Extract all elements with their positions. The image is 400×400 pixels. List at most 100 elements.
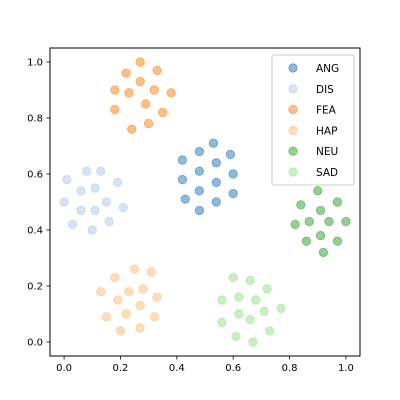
data-point	[304, 216, 314, 227]
data-point	[231, 331, 241, 342]
series-sad	[217, 272, 286, 347]
data-point	[135, 323, 145, 333]
data-point	[166, 88, 176, 98]
y-tick-label: 1.0	[27, 58, 43, 69]
y-tick-label: 0.4	[27, 226, 43, 237]
y-tick-label: 0.2	[27, 282, 43, 293]
data-point	[135, 57, 145, 67]
data-point	[76, 186, 86, 196]
data-point	[121, 309, 131, 319]
data-point	[315, 205, 326, 216]
x-axis: 0.0 0.2 0.4 0.6 0.8 1.0	[56, 356, 354, 374]
data-point	[332, 197, 343, 207]
data-point	[149, 85, 159, 95]
data-point	[152, 65, 162, 76]
data-point	[265, 326, 275, 336]
legend-marker	[288, 104, 298, 115]
data-point	[96, 166, 106, 176]
data-point	[313, 186, 323, 196]
data-point	[121, 68, 131, 78]
data-point	[296, 200, 306, 210]
data-point	[245, 275, 255, 286]
data-point	[290, 219, 300, 230]
data-point	[177, 174, 188, 185]
series-neu	[290, 186, 351, 258]
data-point	[180, 194, 190, 204]
legend-box	[271, 54, 355, 186]
data-point	[110, 104, 120, 115]
data-point	[141, 99, 151, 109]
legend-item-hap: HAP	[288, 125, 337, 137]
legend-item-fea: FEA	[288, 104, 337, 117]
data-point	[90, 205, 100, 216]
data-point	[135, 300, 145, 311]
legend-label: FEA	[316, 105, 337, 117]
data-point	[177, 155, 188, 165]
data-point	[112, 295, 123, 305]
plot-frame	[49, 47, 361, 357]
x-tick-label: 0.0	[56, 363, 72, 374]
data-point	[115, 326, 126, 336]
series-fea	[110, 57, 176, 134]
data-point	[234, 309, 244, 319]
y-axis: 0.0 0.2 0.4 0.6 0.8 1.0	[27, 58, 50, 349]
x-tick-label: 0.6	[225, 363, 241, 374]
data-point	[194, 205, 205, 216]
data-point	[341, 216, 351, 227]
legend: ANG DIS FEA HAP NEU SAD	[271, 54, 355, 186]
data-point	[149, 312, 159, 322]
data-point	[324, 216, 334, 227]
data-point	[143, 118, 154, 129]
data-point	[124, 88, 134, 98]
legend-label: SAD	[316, 167, 338, 179]
data-point	[158, 107, 168, 118]
data-point	[101, 197, 112, 207]
data-point	[96, 286, 106, 297]
legend-item-neu: NEU	[288, 146, 338, 158]
x-tick-label: 0.8	[282, 363, 298, 374]
data-point	[211, 177, 221, 188]
data-point	[315, 230, 326, 241]
data-point	[262, 284, 272, 294]
data-point	[194, 186, 205, 196]
legend-marker	[288, 146, 298, 156]
x-tick-label: 0.4	[169, 363, 185, 374]
data-point	[301, 236, 312, 246]
x-tick-label: 0.2	[113, 363, 129, 374]
legend-label: ANG	[316, 63, 339, 75]
legend-marker	[288, 167, 298, 177]
data-point	[67, 219, 78, 230]
legend-marker	[288, 63, 298, 73]
data-point	[194, 146, 205, 157]
data-point	[118, 202, 128, 213]
data-point	[62, 174, 72, 185]
data-point	[208, 138, 219, 148]
y-tick-label: 0.8	[27, 114, 43, 125]
legend-label: DIS	[316, 84, 334, 96]
legend-item-sad: SAD	[288, 167, 338, 179]
data-point	[110, 85, 120, 95]
legend-marker	[288, 125, 298, 136]
data-point	[276, 303, 286, 314]
data-point	[228, 272, 238, 283]
data-point	[228, 188, 238, 199]
points-layer	[59, 57, 351, 347]
data-point	[332, 236, 343, 246]
data-point	[217, 317, 227, 328]
data-point	[81, 166, 92, 176]
legend-marker	[288, 84, 298, 94]
data-point	[90, 183, 100, 193]
data-point	[211, 158, 221, 168]
data-point	[135, 76, 145, 87]
data-point	[217, 295, 227, 305]
data-point	[101, 312, 112, 322]
legend-item-ang: ANG	[288, 63, 339, 75]
series-hap	[96, 264, 162, 336]
data-point	[110, 272, 120, 283]
x-tick-label: 1.0	[338, 363, 354, 374]
data-point	[146, 267, 157, 277]
data-point	[127, 124, 137, 134]
legend-label: HAP	[316, 125, 337, 137]
data-point	[76, 205, 86, 216]
data-point	[152, 292, 162, 302]
